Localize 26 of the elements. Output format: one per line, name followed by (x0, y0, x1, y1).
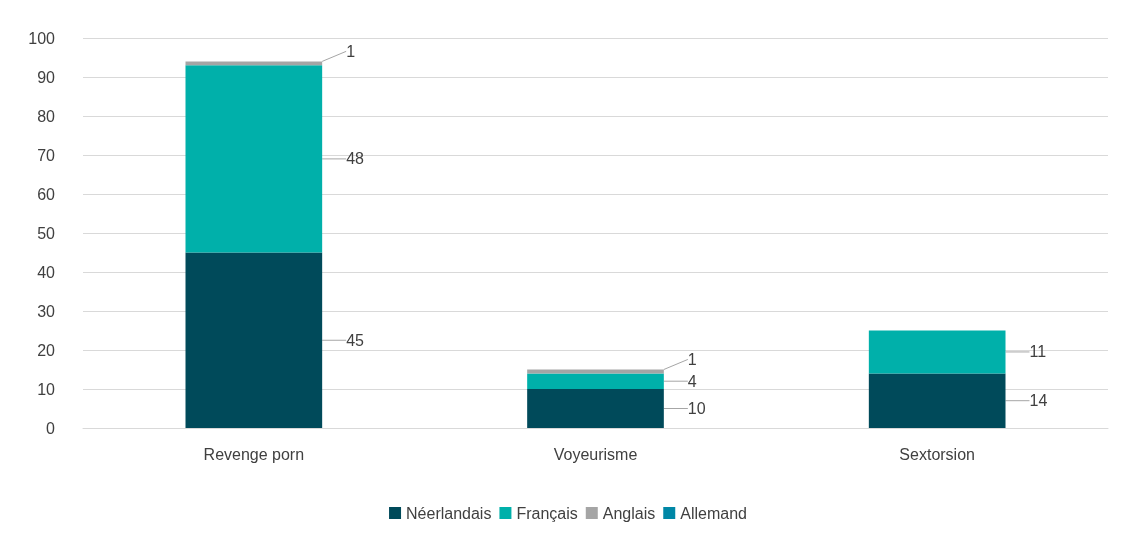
y-tick-label: 10 (37, 380, 56, 398)
y-tick-label: 50 (37, 224, 56, 242)
data-label: 4 (687, 372, 697, 390)
legend-label: Anglais (602, 504, 656, 522)
y-tick-label: 20 (37, 341, 56, 359)
data-label: 1 (346, 42, 356, 60)
y-tick-label: 80 (37, 107, 56, 125)
y-tick-label: 70 (37, 146, 56, 164)
y-tick-label: 40 (37, 263, 56, 281)
y-tick-label: 30 (37, 302, 56, 320)
y-tick-label: 60 (37, 185, 56, 203)
data-label: 1 (687, 350, 697, 368)
legend-label: Allemand (680, 504, 747, 522)
x-tick-label: Revenge porn (203, 445, 305, 463)
data-label: 11 (1029, 343, 1047, 361)
y-tick-label: 100 (28, 29, 56, 47)
data-label: 10 (687, 400, 706, 417)
x-tick-label: Sextorsion (899, 445, 975, 463)
x-tick-label: Voyeurisme (553, 445, 638, 463)
data-label: 48 (346, 150, 365, 168)
data-label: 14 (1029, 392, 1048, 410)
y-tick-label: 0 (46, 419, 56, 437)
legend-label: Français (516, 504, 578, 522)
data-label: 45 (346, 331, 365, 349)
y-tick-label: 90 (37, 68, 56, 86)
legend-label: Néerlandais (406, 504, 492, 522)
